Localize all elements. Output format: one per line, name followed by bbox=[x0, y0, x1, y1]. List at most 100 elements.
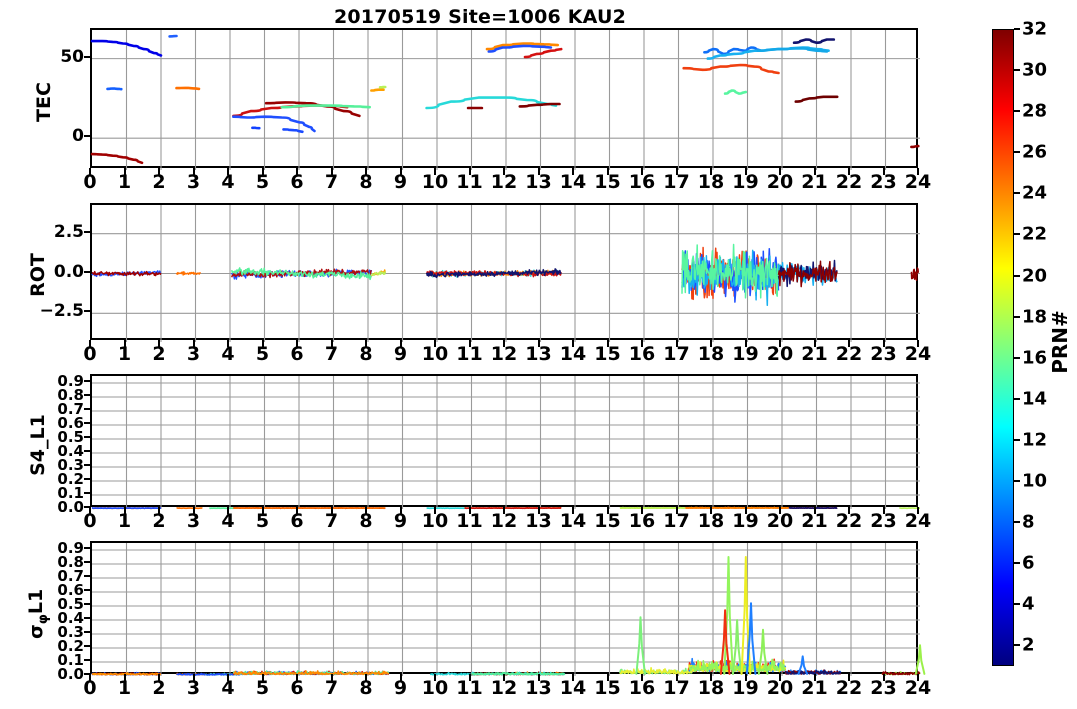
tec-arc-25 bbox=[485, 42, 560, 51]
xtick-0-21: 21 bbox=[801, 171, 828, 193]
cbar-tick-mark-13 bbox=[1014, 110, 1020, 113]
xtick-1-10: 10 bbox=[421, 343, 449, 365]
axis-label-tec: TEC bbox=[33, 82, 55, 122]
axis-label-rot: ROT bbox=[27, 253, 49, 297]
tec-arc-4 bbox=[232, 115, 316, 133]
xtick-3-9: 9 bbox=[393, 677, 408, 699]
xtick-1-8: 8 bbox=[359, 343, 373, 365]
xtick-1-14: 14 bbox=[559, 343, 587, 365]
trace-1-3-1 bbox=[370, 271, 387, 276]
cbar-tick-mark-1 bbox=[1014, 603, 1020, 606]
xtick-1-21: 21 bbox=[801, 343, 828, 365]
cbar-ticklabel-9: 20 bbox=[1022, 265, 1048, 287]
xtick-2-19: 19 bbox=[732, 510, 759, 532]
cbar-ticklabel-10: 22 bbox=[1022, 223, 1048, 245]
cbar-tick-mark-3 bbox=[1014, 521, 1020, 524]
xtick-2-13: 13 bbox=[525, 510, 552, 532]
xtick-mark-2-0 bbox=[89, 507, 91, 514]
xtick-2-16: 16 bbox=[628, 510, 656, 532]
xtick-0-8: 8 bbox=[359, 171, 373, 193]
sigmaphi-peak-8 bbox=[914, 644, 926, 675]
xtick-1-6: 6 bbox=[290, 343, 304, 365]
xtick-1-3: 3 bbox=[186, 343, 201, 365]
tec-arc-13 bbox=[425, 96, 558, 110]
cbar-tick-mark-8 bbox=[1014, 315, 1020, 318]
xtick-3-12: 12 bbox=[490, 677, 518, 699]
cbar-ticklabel-6: 14 bbox=[1022, 388, 1048, 410]
trace-1-1-0 bbox=[175, 271, 201, 276]
xtick-0-23: 23 bbox=[870, 171, 897, 193]
xtick-0-22: 22 bbox=[835, 171, 863, 193]
xtick-0-17: 17 bbox=[663, 171, 690, 193]
xtick-2-4: 4 bbox=[221, 510, 235, 532]
xtick-1-1: 1 bbox=[117, 343, 132, 365]
xtick-0-18: 18 bbox=[697, 171, 725, 193]
xtick-2-23: 23 bbox=[870, 510, 897, 532]
axis-label-sigmaphi-l1: σφL1 bbox=[25, 554, 51, 674]
sigmaphi-peak-4 bbox=[740, 556, 752, 675]
sigmaphi-peak-7 bbox=[797, 655, 809, 675]
tec-arc-6 bbox=[106, 87, 123, 91]
xtick-0-7: 7 bbox=[324, 171, 339, 193]
xtick-1-4: 4 bbox=[221, 343, 235, 365]
xtick-2-2: 2 bbox=[152, 510, 166, 532]
xtick-2-1: 1 bbox=[117, 510, 132, 532]
xtick-1-2: 2 bbox=[152, 343, 166, 365]
trace-1-6-2 bbox=[777, 260, 838, 288]
cbar-tick-mark-6 bbox=[1014, 397, 1020, 400]
xtick-2-15: 15 bbox=[594, 510, 621, 532]
xtick-1-11: 11 bbox=[456, 343, 483, 365]
xtick-3-20: 20 bbox=[766, 677, 794, 699]
trace-1-0-1 bbox=[91, 270, 162, 277]
xtick-3-22: 22 bbox=[835, 677, 863, 699]
tec-arc-10 bbox=[703, 46, 763, 56]
rot-plot-area bbox=[91, 205, 920, 342]
panel-sigmaphi-l1 bbox=[90, 541, 926, 676]
xtick-1-18: 18 bbox=[697, 343, 725, 365]
cbar-tick-mark-11 bbox=[1014, 192, 1020, 195]
trace-2-6-1 bbox=[619, 506, 686, 509]
tec-arc-23 bbox=[370, 88, 385, 92]
trace-2-7-1 bbox=[685, 506, 790, 509]
xtick-0-24: 24 bbox=[904, 171, 932, 193]
xtick-0-6: 6 bbox=[290, 171, 304, 193]
xtick-1-24: 24 bbox=[904, 343, 932, 365]
xtick-3-18: 18 bbox=[697, 677, 725, 699]
xtick-0-2: 2 bbox=[152, 171, 166, 193]
trace-3-8-2 bbox=[785, 669, 842, 675]
cbar-ticklabel-1: 4 bbox=[1022, 593, 1035, 615]
xtick-1-17: 17 bbox=[663, 343, 690, 365]
xtick-2-10: 10 bbox=[421, 510, 449, 532]
xtick-3-3: 3 bbox=[186, 677, 201, 699]
xtick-0-5: 5 bbox=[255, 171, 270, 193]
cbar-ticklabel-4: 10 bbox=[1022, 470, 1048, 492]
xtick-3-2: 2 bbox=[152, 677, 166, 699]
xtick-mark-0-0 bbox=[89, 168, 91, 175]
cbar-tick-mark-12 bbox=[1014, 151, 1020, 154]
xtick-3-0: 0 bbox=[83, 677, 97, 699]
xtick-1-22: 22 bbox=[835, 343, 863, 365]
xtick-1-13: 13 bbox=[525, 343, 552, 365]
xtick-3-10: 10 bbox=[421, 677, 449, 699]
cbar-tick-mark-14 bbox=[1014, 69, 1020, 72]
xtick-3-16: 16 bbox=[628, 677, 656, 699]
cbar-tick-mark-15 bbox=[1014, 28, 1020, 30]
tec-arc-12 bbox=[756, 47, 829, 53]
sigmaphi-peak-5 bbox=[745, 602, 757, 675]
colorbar-prn[interactable] bbox=[992, 29, 1014, 666]
xtick-0-12: 12 bbox=[490, 171, 518, 193]
xtick-3-19: 19 bbox=[732, 677, 759, 699]
s4l1-plot-area bbox=[91, 376, 921, 510]
cbar-ticklabel-3: 8 bbox=[1022, 511, 1035, 533]
xtick-2-17: 17 bbox=[663, 510, 690, 532]
xtick-mark-1-0 bbox=[89, 340, 91, 347]
tec-arc-31 bbox=[264, 101, 361, 118]
xtick-0-3: 3 bbox=[186, 171, 201, 193]
cbar-ticklabel-0: 2 bbox=[1022, 634, 1035, 656]
cbar-tick-mark-2 bbox=[1014, 562, 1020, 565]
xtick-2-20: 20 bbox=[766, 510, 794, 532]
xtick-3-5: 5 bbox=[255, 677, 270, 699]
sigma-glyph: σ bbox=[25, 624, 48, 640]
xtick-1-20: 20 bbox=[766, 343, 794, 365]
tec-arc-29 bbox=[523, 47, 563, 59]
